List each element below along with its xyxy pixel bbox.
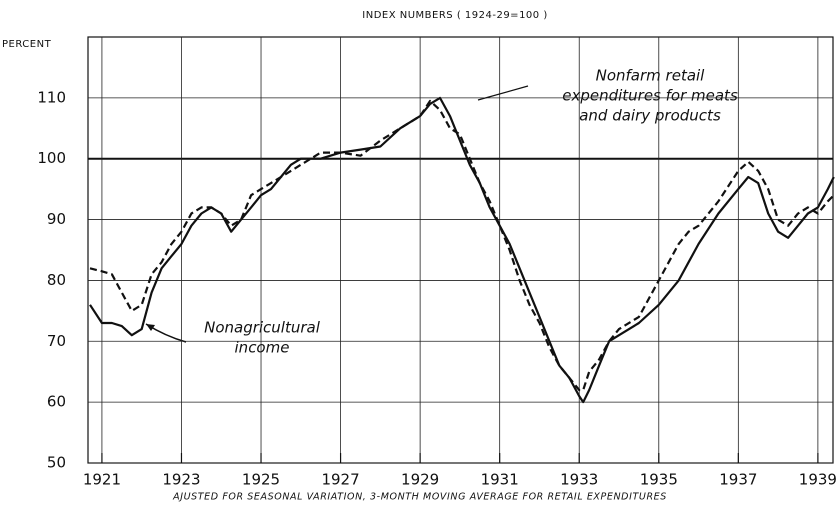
annotation: and dairy products (579, 107, 721, 125)
y-tick-label: 80 (47, 271, 66, 289)
x-tick-label: 1929 (401, 471, 439, 489)
y-tick-label: 100 (37, 149, 66, 167)
y-tick-label: 70 (47, 332, 66, 350)
annotation: income (235, 339, 290, 357)
annotation: Nonagricultural (204, 319, 321, 337)
annotation-arrowhead (146, 324, 155, 331)
footnote: AJUSTED FOR SEASONAL VARIATION, 3-MONTH … (172, 492, 667, 503)
y-tick-label: 50 (47, 454, 66, 472)
series-line (89, 99, 835, 392)
x-tick-label: 1927 (321, 471, 359, 489)
y-tick-label: 90 (47, 210, 66, 228)
x-tick-label: 1939 (799, 471, 837, 489)
annotation-pointer (477, 85, 529, 101)
x-tick-label: 1931 (481, 471, 519, 489)
y-tick-label: 60 (47, 393, 66, 411)
chart-title: INDEX NUMBERS ( 1924-29=100 ) (362, 10, 547, 21)
x-tick-label: 1925 (242, 471, 280, 489)
annotation: Nonfarm retail (596, 67, 706, 85)
x-tick-label: 1937 (719, 471, 757, 489)
annotation: expenditures for meats (562, 87, 738, 105)
x-tick-label: 1933 (560, 471, 598, 489)
y-tick-label: 110 (37, 88, 66, 106)
x-tick-label: 1921 (83, 471, 121, 489)
x-tick-label: 1935 (640, 471, 678, 489)
series-line (89, 96, 835, 404)
x-tick-label: 1923 (162, 471, 200, 489)
y-axis-label: PERCENT (2, 39, 52, 50)
